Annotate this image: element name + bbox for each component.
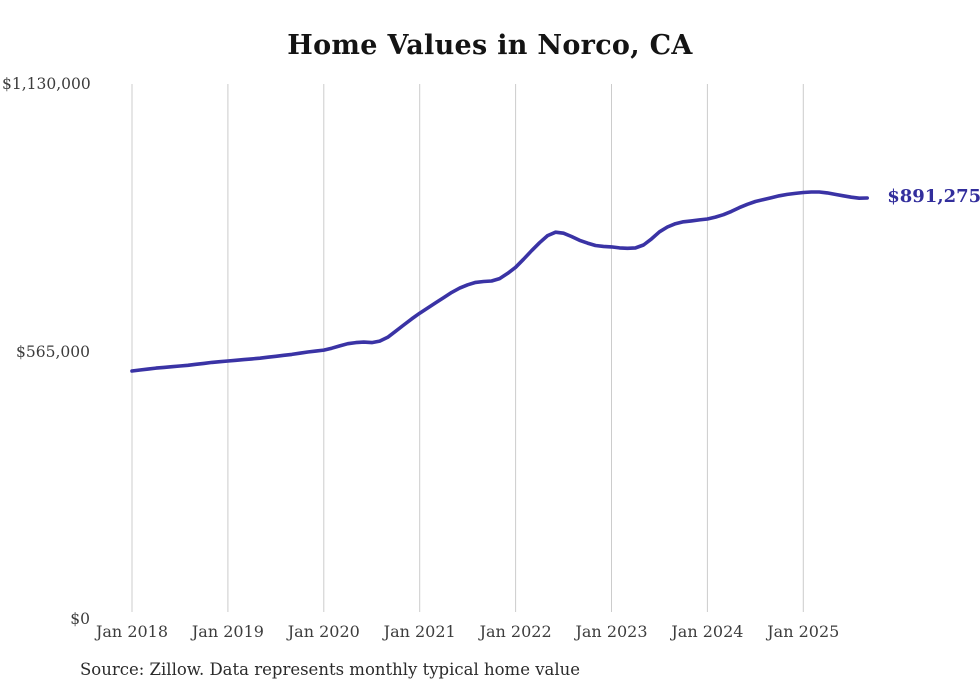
source-note: Source: Zillow. Data represents monthly … — [80, 660, 581, 679]
x-tick-label: Jan 2025 — [767, 622, 840, 641]
y-tick-label: $565,000 — [16, 342, 90, 361]
y-tick-label: $1,130,000 — [2, 75, 91, 93]
x-tick-label: Jan 2018 — [95, 622, 169, 641]
latest-value-label: $891,275 — [887, 186, 980, 208]
home-value-line — [130, 190, 869, 373]
vertical-gridlines — [131, 84, 804, 612]
x-tick-label: Jan 2023 — [575, 622, 648, 641]
y-tick-label: $0 — [70, 610, 90, 628]
x-tick-label: Jan 2022 — [479, 622, 552, 641]
x-tick-label: Jan 2020 — [287, 622, 360, 641]
x-tick-label: Jan 2021 — [383, 622, 456, 641]
chart-title: Home Values in Norco, CA — [287, 30, 693, 61]
x-tick-label: Jan 2024 — [671, 622, 744, 641]
x-tick-label: Jan 2019 — [191, 622, 264, 641]
